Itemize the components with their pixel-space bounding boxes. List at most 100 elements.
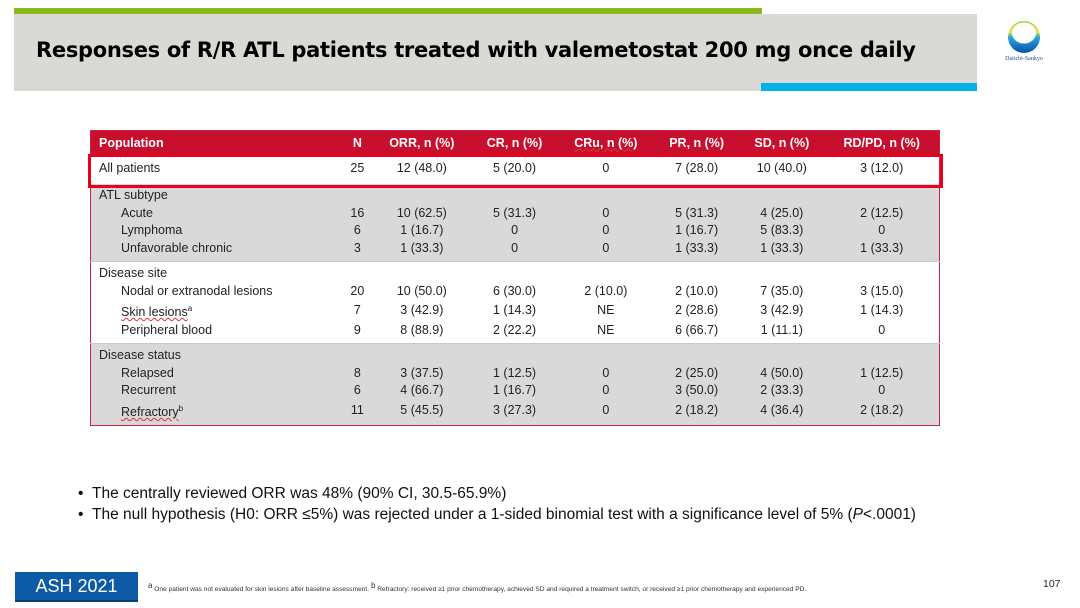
cell-cr: 5 (31.3) — [471, 204, 558, 222]
row-label: Skin lesionsa — [90, 300, 343, 322]
cell-sd: 10 (40.0) — [739, 154, 825, 184]
cell-cru: 0 — [557, 154, 655, 184]
cell-pr: 2 (10.0) — [654, 282, 740, 300]
table-row: Lymphoma 6 1 (16.7) 0 0 1 (16.7) 5 (83.3) 0 — [90, 222, 940, 240]
row-label-text: Refractory — [121, 404, 179, 419]
bullet-item: • The centrally reviewed ORR was 48% (90%… — [78, 483, 916, 504]
cell-cru: NE — [557, 321, 655, 344]
title-band — [14, 14, 977, 91]
header-cru: CRu, n (%) — [557, 130, 655, 154]
row-label: Recurrent — [90, 382, 343, 400]
cell-pr: 7 (28.0) — [654, 154, 740, 184]
bullet-dot-icon: • — [78, 485, 84, 502]
cell-pr: 2 (28.6) — [654, 300, 740, 322]
table-group-title-row: Disease site — [90, 261, 940, 283]
footnote-a-text: One patient was not evaluated for skin l… — [154, 586, 370, 594]
cell-rdpd: 1 (14.3) — [824, 300, 940, 322]
cell-cr: 3 (27.3) — [471, 399, 558, 426]
cell-orr: 3 (42.9) — [372, 300, 472, 322]
cell-rdpd: 2 (12.5) — [824, 204, 940, 222]
cell-orr: 3 (37.5) — [372, 364, 472, 383]
bullet-item: • The null hypothesis (H0: ORR ≤5%) was r… — [78, 504, 916, 525]
cell-cru: 0 — [557, 382, 655, 400]
cell-rdpd: 3 (12.0) — [824, 154, 940, 184]
bullet-text: The null hypothesis (H0: ORR ≤5%) was re… — [92, 506, 853, 523]
row-label: Peripheral blood — [90, 321, 343, 344]
cell-sd: 4 (36.4) — [739, 399, 825, 426]
cell-rdpd: 1 (33.3) — [824, 239, 940, 262]
cell-n: 9 — [342, 321, 373, 344]
cell-n: 6 — [342, 222, 373, 240]
logo-text: Daiichi-Sankyo — [1005, 56, 1043, 62]
cell-sd: 4 (25.0) — [739, 204, 825, 222]
table-row: Relapsed 8 3 (37.5) 1 (12.5) 0 2 (25.0) 4 (50.… — [90, 364, 940, 383]
cell-pr: 3 (50.0) — [654, 382, 740, 400]
cell-n: 3 — [342, 239, 373, 262]
daiichi-sankyo-logo: Daiichi-Sankyo — [994, 18, 1054, 68]
table-group-title-row: ATL subtype — [90, 184, 940, 205]
cell-sd: 5 (83.3) — [739, 222, 825, 240]
cell-rdpd: 0 — [824, 222, 940, 240]
cell-cr: 1 (14.3) — [471, 300, 558, 322]
group-title: Disease status — [90, 343, 940, 365]
cell-orr: 1 (33.3) — [372, 239, 472, 262]
p-value-text: <.0001) — [862, 506, 916, 523]
cell-orr: 5 (45.5) — [372, 399, 472, 426]
row-label: Acute — [90, 204, 343, 222]
row-label-text: Peripheral blood — [121, 322, 213, 337]
cell-n: 11 — [342, 399, 373, 426]
row-label-text: Acute — [121, 205, 153, 220]
cell-orr: 12 (48.0) — [372, 154, 472, 184]
cell-orr: 1 (16.7) — [372, 222, 472, 240]
cell-cru: 0 — [557, 204, 655, 222]
footnote: a One patient was not evaluated for skin… — [148, 581, 806, 593]
cell-pr: 2 (18.2) — [654, 399, 740, 426]
page-number: 107 — [1043, 578, 1061, 590]
cell-orr: 8 (88.9) — [372, 321, 472, 344]
cell-pr: 5 (31.3) — [654, 204, 740, 222]
p-value-symbol: P — [852, 506, 863, 523]
cell-cru: 0 — [557, 364, 655, 383]
cell-cr: 0 — [471, 239, 558, 262]
table-row: Nodal or extranodal lesions 20 10 (50.0) 6 … — [90, 282, 940, 300]
cell-rdpd: 3 (15.0) — [824, 282, 940, 300]
cell-cru: NE — [557, 300, 655, 322]
row-label: All patients — [90, 154, 343, 184]
group-title: Disease site — [90, 261, 940, 283]
blue-accent-bar — [761, 83, 977, 91]
cell-orr: 4 (66.7) — [372, 382, 472, 400]
header-population: Population — [90, 130, 343, 154]
group-title: ATL subtype — [90, 184, 940, 205]
header-cru-label: CRu, n (%) — [574, 135, 638, 150]
row-label: Nodal or extranodal lesions — [90, 282, 343, 300]
cell-rdpd: 2 (18.2) — [824, 399, 940, 426]
cell-sd: 1 (33.3) — [739, 239, 825, 262]
table-row: Skin lesionsa 7 3 (42.9) 1 (14.3) NE 2 (28.6)… — [90, 300, 940, 322]
cell-orr: 10 (62.5) — [372, 204, 472, 222]
cell-cru: 2 (10.0) — [557, 282, 655, 300]
footnote-a-marker: a — [148, 581, 153, 590]
table-row-all-patients: All patients 25 12 (48.0) 5 (20.0) 0 7 (… — [90, 154, 940, 184]
header-n: N — [342, 130, 373, 154]
header-cr: CR, n (%) — [471, 130, 558, 154]
cell-sd: 7 (35.0) — [739, 282, 825, 300]
green-accent-bar — [14, 8, 762, 15]
cell-cr: 2 (22.2) — [471, 321, 558, 344]
cell-pr: 6 (66.7) — [654, 321, 740, 344]
row-label-text: Unfavorable chronic — [121, 240, 233, 255]
cell-cru: 0 — [557, 239, 655, 262]
cell-sd: 1 (11.1) — [739, 321, 825, 344]
cell-rdpd: 1 (12.5) — [824, 364, 940, 383]
conference-badge: ASH 2021 — [15, 572, 138, 602]
row-label-text: Lymphoma — [121, 223, 183, 237]
cell-sd: 3 (42.9) — [739, 300, 825, 322]
cell-cr: 5 (20.0) — [471, 154, 558, 184]
table-group-title-row: Disease status — [90, 343, 940, 365]
table-header-row: Population N ORR, n (%) CR, n (%) CRu, n… — [90, 130, 940, 154]
row-label-text: Relapsed — [121, 365, 174, 380]
cell-pr: 1 (33.3) — [654, 239, 740, 262]
cell-rdpd: 0 — [824, 382, 940, 400]
row-label: Unfavorable chronic — [90, 239, 343, 262]
cell-orr: 10 (50.0) — [372, 282, 472, 300]
slide-title: Responses of R/R ATL patients treated wi… — [36, 38, 916, 62]
